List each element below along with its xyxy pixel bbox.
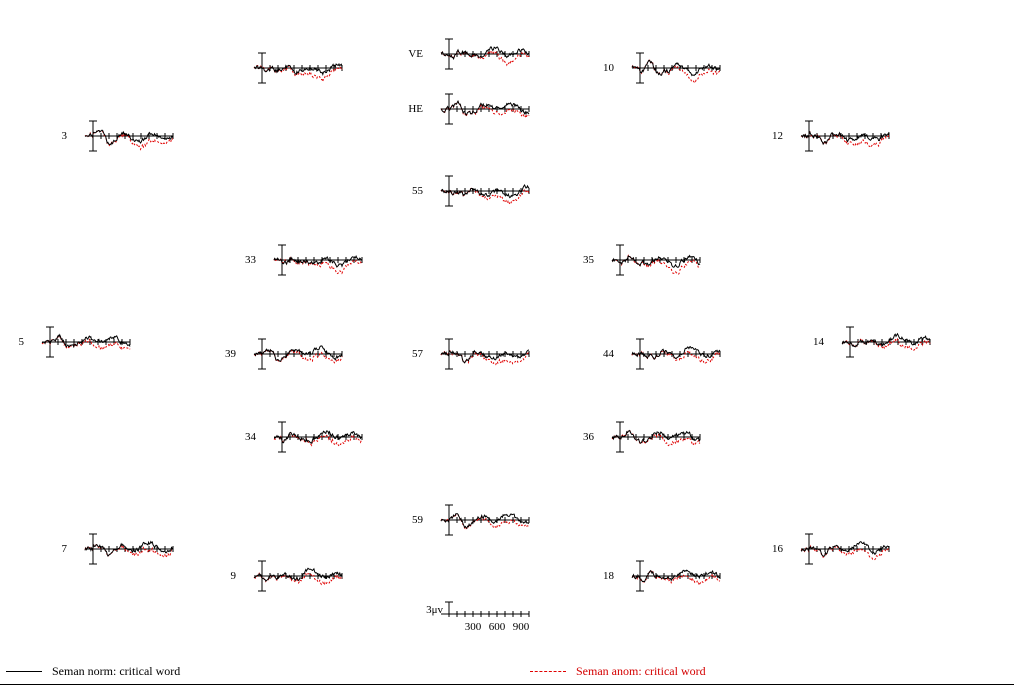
- erp-panel-9: [253, 560, 343, 592]
- erp-panel-39: [253, 338, 343, 370]
- erp-wave-norm: [253, 345, 343, 362]
- erp-wave-norm: [253, 62, 343, 76]
- channel-label: VE: [408, 48, 423, 60]
- scale-label: 3μv: [426, 604, 443, 616]
- erp-panel-36: [611, 421, 701, 453]
- erp-panel-57: [440, 338, 530, 370]
- erp-panel-59: [440, 504, 530, 536]
- erp-wave-norm: [273, 255, 363, 268]
- legend-item-norm: Seman norm: critical word: [6, 664, 180, 679]
- channel-label: 16: [772, 543, 784, 555]
- channel-label: 34: [245, 431, 257, 443]
- erp-wave-norm: [440, 349, 530, 364]
- channel-label: 3: [62, 130, 68, 142]
- erp-panel-33: [273, 244, 363, 276]
- erp-wave-anom: [440, 49, 529, 67]
- erp-panel-top: [253, 52, 343, 84]
- erp-wave-anom: [273, 432, 363, 447]
- legend-dashed-line-icon: [530, 671, 566, 672]
- channel-label: 10: [603, 62, 615, 74]
- erp-wave-norm: [631, 346, 721, 360]
- channel-label: 35: [583, 254, 595, 266]
- erp-panel-3: [84, 120, 174, 152]
- channel-label: 57: [412, 348, 424, 360]
- legend-label-norm: Seman norm: critical word: [52, 664, 181, 678]
- erp-wave-norm: [611, 254, 701, 268]
- bottom-divider: [0, 684, 1014, 685]
- erp-wave-anom: [800, 544, 890, 561]
- channel-label: 9: [231, 570, 237, 582]
- legend-solid-line-icon: [6, 671, 42, 672]
- channel-label: 39: [225, 348, 237, 360]
- erp-wave-anom: [611, 428, 701, 447]
- erp-panel-12: [800, 120, 890, 152]
- erp-wave-anom: [800, 130, 890, 149]
- erp-wave-anom: [611, 254, 701, 275]
- erp-wave-norm: [631, 569, 720, 583]
- erp-wave-norm: [84, 129, 174, 146]
- erp-wave-norm: [631, 59, 721, 77]
- channel-label: 36: [583, 431, 595, 443]
- erp-wave-anom: [84, 129, 174, 151]
- channel-label: 59: [412, 514, 424, 526]
- channel-label: 14: [813, 336, 825, 348]
- erp-wave-anom: [41, 334, 131, 351]
- erp-panel-16: [800, 533, 890, 565]
- erp-wave-norm: [253, 567, 343, 582]
- erp-wave-norm: [611, 429, 701, 444]
- erp-wave-norm: [440, 513, 530, 529]
- channel-label: 33: [245, 254, 257, 266]
- erp-wave-norm: [440, 100, 530, 117]
- channel-label: 12: [772, 130, 783, 142]
- erp-panel-35: [611, 244, 701, 276]
- erp-wave-norm: [440, 183, 530, 199]
- channel-label: 7: [62, 543, 68, 555]
- erp-wave-norm: [274, 430, 363, 445]
- erp-wave-norm: [841, 332, 931, 348]
- erp-panel-55: [440, 175, 530, 207]
- erp-panel-5: [41, 326, 131, 358]
- erp-panel-VE: [440, 38, 530, 70]
- erp-wave-norm: [801, 130, 890, 146]
- erp-wave-norm: [41, 333, 131, 349]
- channel-label: 18: [603, 570, 615, 582]
- erp-panel-10: [631, 52, 721, 84]
- erp-panel-44: [631, 338, 721, 370]
- channel-label: 5: [19, 336, 25, 348]
- legend-label-anom: Seman anom: critical word: [576, 664, 706, 678]
- x-tick-label: 300: [465, 621, 482, 633]
- erp-panel-14: [841, 326, 931, 358]
- erp-panel-HE: [440, 93, 530, 125]
- erp-wave-anom: [842, 337, 931, 352]
- erp-panel-7: [84, 533, 174, 565]
- erp-wave-anom: [631, 569, 721, 587]
- time-scale-reference: 300 600 900: [441, 601, 530, 633]
- channel-label: 44: [603, 348, 615, 360]
- erp-panel-34: [273, 421, 363, 453]
- erp-wave-norm: [84, 540, 173, 557]
- x-tick-label: 900: [513, 621, 530, 633]
- erp-wave-norm: [800, 541, 890, 557]
- erp-wave-norm: [440, 46, 530, 61]
- x-tick-label: 600: [489, 621, 506, 633]
- channel-label: 55: [412, 185, 424, 197]
- legend-item-anom: Seman anom: critical word: [530, 664, 706, 679]
- erp-panel-18: [631, 560, 721, 592]
- channel-label: HE: [408, 103, 423, 115]
